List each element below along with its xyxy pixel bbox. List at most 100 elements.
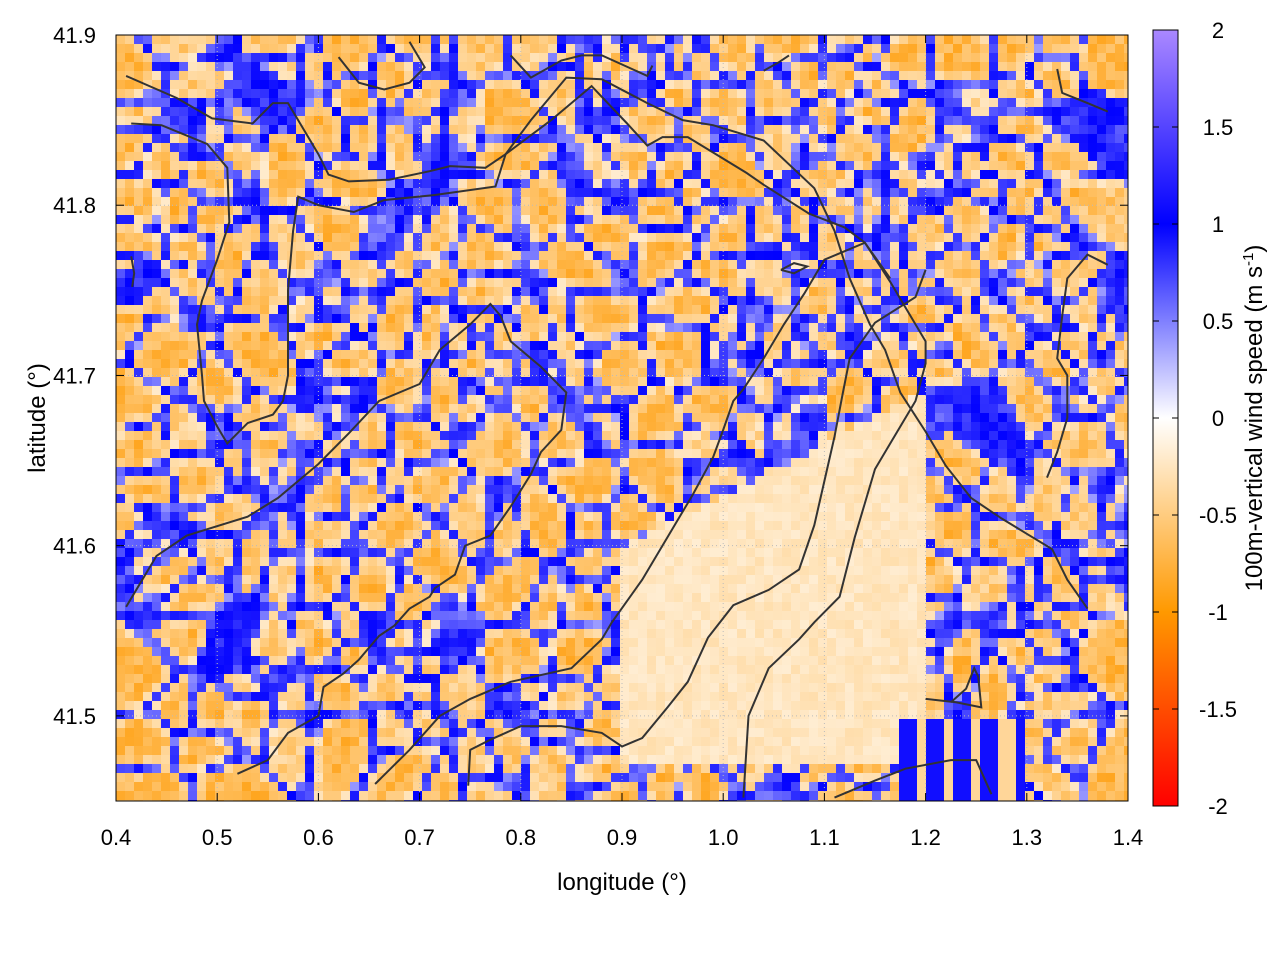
heatmap-cell [206,80,216,90]
heatmap-cell [962,161,972,171]
heatmap-cell [1016,386,1026,396]
heatmap-cell [791,332,801,342]
heatmap-cell [458,233,468,243]
heatmap-cell [206,107,216,117]
heatmap-cell [926,215,936,225]
heatmap-cell [647,359,657,369]
heatmap-cell [440,53,450,63]
heatmap-cell [962,197,972,207]
heatmap-cell [755,332,765,342]
heatmap-cell [1016,206,1026,216]
heatmap-cell [422,341,432,351]
heatmap-cell [683,260,693,270]
heatmap-cell [314,332,324,342]
heatmap-cell [440,332,450,342]
heatmap-cell [575,215,585,225]
heatmap-cell [620,350,630,360]
heatmap-cell [125,395,135,405]
heatmap-cell [917,323,927,333]
heatmap-cell [1097,395,1107,405]
heatmap-cell [224,161,234,171]
heatmap-cell [341,323,351,333]
heatmap-cell [278,296,288,306]
heatmap-cell [1025,260,1035,270]
heatmap-cell [395,413,405,423]
heatmap-cell [386,404,396,414]
heatmap-cell [1016,260,1026,270]
heatmap-cell [746,422,756,432]
heatmap-cell [332,341,342,351]
heatmap-cell [818,98,828,108]
heatmap-cell [1088,305,1098,315]
heatmap-cell [413,170,423,180]
heatmap-cell [287,170,297,180]
heatmap-cell [413,260,423,270]
heatmap-cell [368,224,378,234]
heatmap-cell [818,422,828,432]
heatmap-cell [575,116,585,126]
heatmap-cell [368,152,378,162]
heatmap-cell [575,305,585,315]
heatmap-cell [170,179,180,189]
heatmap-cell [719,215,729,225]
heatmap-cell [719,197,729,207]
heatmap-cell [764,188,774,198]
heatmap-cell [881,341,891,351]
heatmap-cell [782,179,792,189]
heatmap-cell [242,269,252,279]
heatmap-cell [404,242,414,252]
heatmap-cell [989,179,999,189]
heatmap-cell [584,332,594,342]
heatmap-cell [818,251,828,261]
heatmap-cell [260,242,270,252]
heatmap-cell [287,53,297,63]
heatmap-cell [566,404,576,414]
heatmap-cell [134,296,144,306]
heatmap-cell [683,107,693,117]
heatmap-cell [890,134,900,144]
heatmap-cell [134,278,144,288]
heatmap-cell [134,44,144,54]
heatmap-cell [944,44,954,54]
heatmap-cell [386,242,396,252]
heatmap-cell [584,296,594,306]
heatmap-cell [431,215,441,225]
heatmap-cell [845,170,855,180]
heatmap-cell [332,98,342,108]
heatmap-cell [1052,305,1062,315]
heatmap-cell [998,188,1008,198]
heatmap-cell [530,125,540,135]
heatmap-cell [431,314,441,324]
heatmap-cell [656,206,666,216]
heatmap-cell [836,134,846,144]
heatmap-cell [404,386,414,396]
heatmap-cell [125,278,135,288]
heatmap-cell [899,422,909,432]
heatmap-cell [404,323,414,333]
heatmap-cell [899,242,909,252]
heatmap-cell [296,341,306,351]
heatmap-cell [1115,170,1125,180]
heatmap-cell [179,404,189,414]
heatmap-cell [665,386,675,396]
heatmap-cell [611,98,621,108]
heatmap-cell [116,161,126,171]
heatmap-cell [845,242,855,252]
heatmap-cell [215,161,225,171]
heatmap-cell [278,89,288,99]
heatmap-cell [197,80,207,90]
heatmap-cell [926,107,936,117]
heatmap-cell [971,287,981,297]
heatmap-cell [188,314,198,324]
heatmap-cell [404,44,414,54]
heatmap-cell [1025,206,1035,216]
heatmap-cell [953,296,963,306]
heatmap-cell [197,188,207,198]
heatmap-cell [530,107,540,117]
heatmap-cell [1025,35,1035,45]
heatmap-cell [665,35,675,45]
heatmap-cell [368,89,378,99]
heatmap-cell [377,170,387,180]
heatmap-cell [350,53,360,63]
heatmap-cell [629,350,639,360]
